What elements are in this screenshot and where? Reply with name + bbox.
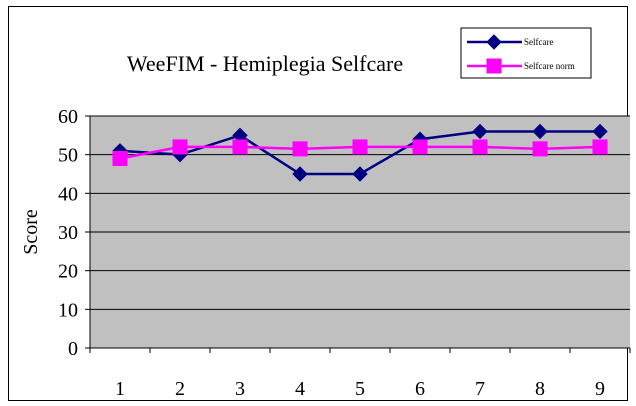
data-point — [232, 139, 248, 155]
data-point — [412, 139, 428, 155]
x-tick-label: 9 — [595, 378, 605, 400]
data-point — [532, 141, 548, 157]
y-tick-label: 0 — [68, 338, 78, 360]
x-tick-label: 2 — [175, 378, 185, 400]
y-tick-label: 30 — [58, 222, 78, 244]
y-axis-label: Score — [20, 209, 42, 255]
data-point — [486, 58, 502, 74]
data-point — [532, 123, 548, 140]
x-tick-label: 8 — [535, 378, 545, 400]
legend-label: Selfcare norm — [524, 61, 575, 71]
data-point — [292, 166, 308, 182]
data-point — [472, 123, 488, 140]
data-point — [472, 139, 488, 155]
legend-box — [460, 27, 592, 79]
y-tick-label: 40 — [58, 183, 78, 205]
x-tick-label: 1 — [115, 378, 125, 400]
axes — [89, 116, 631, 353]
x-tick-label: 6 — [415, 378, 425, 400]
chart-title: WeeFIM - Hemiplegia Selfcare — [127, 51, 403, 76]
legend: Selfcare Selfcare norm — [460, 27, 592, 79]
data-point — [352, 166, 368, 182]
y-tick-label: 60 — [58, 106, 78, 128]
y-tick-label: 20 — [58, 261, 78, 283]
x-tick-label: 5 — [355, 378, 365, 400]
y-tick-label: 10 — [58, 299, 78, 321]
x-tick-label: 4 — [295, 378, 305, 400]
y-tick-label: 50 — [58, 145, 78, 167]
legend-item: Selfcare — [467, 34, 553, 50]
x-tick-label: 3 — [235, 378, 245, 400]
x-tick-labels: 1 2 3 4 5 6 7 8 9 — [115, 378, 605, 400]
data-point — [292, 141, 308, 157]
data-point — [352, 139, 368, 155]
data-point — [592, 123, 608, 140]
legend-item: Selfcare norm — [467, 58, 575, 74]
series-layer — [112, 123, 608, 182]
data-point — [592, 139, 608, 155]
legend-label: Selfcare — [524, 37, 553, 47]
data-point — [112, 151, 128, 167]
series-selfcare-norm — [112, 139, 608, 167]
data-point — [172, 139, 188, 155]
x-tick-label: 7 — [475, 378, 485, 400]
y-tick-labels: 0 10 20 30 40 50 60 — [58, 106, 78, 360]
data-point — [486, 34, 502, 50]
